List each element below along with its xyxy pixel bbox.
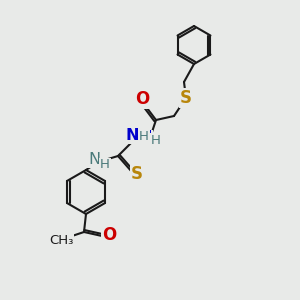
Text: CH₃: CH₃: [49, 233, 73, 247]
Text: H: H: [139, 130, 149, 142]
Text: O: O: [102, 226, 116, 244]
Text: N: N: [125, 128, 139, 143]
Text: S: S: [180, 89, 192, 107]
Text: N: N: [138, 130, 152, 146]
Text: N: N: [88, 152, 100, 167]
Text: H: H: [100, 158, 110, 172]
Text: O: O: [135, 90, 149, 108]
Text: H: H: [151, 134, 161, 146]
Text: S: S: [131, 165, 143, 183]
